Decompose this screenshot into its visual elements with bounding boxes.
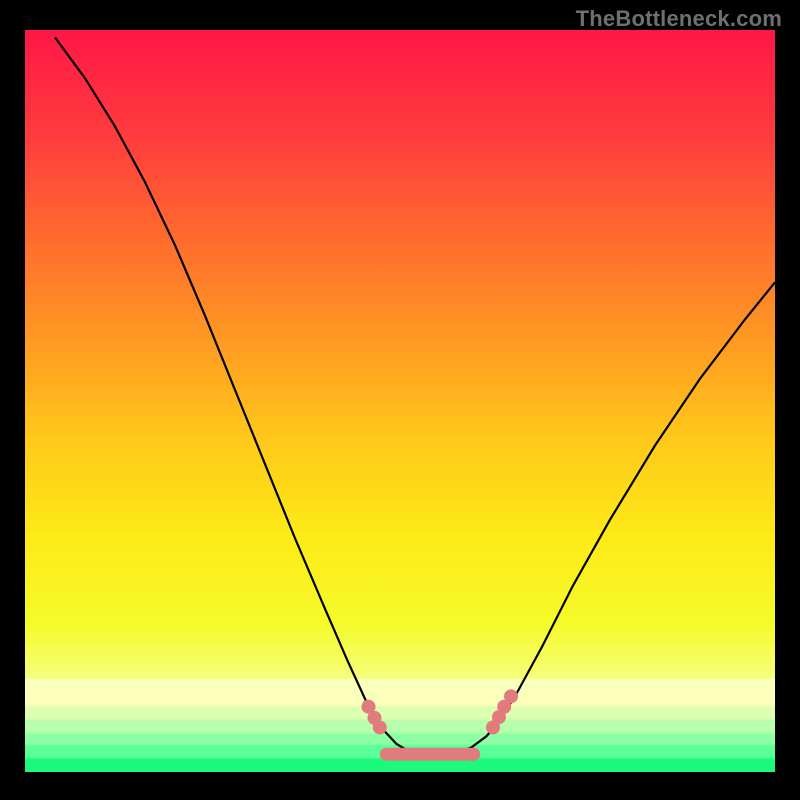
valley-floor-marker-bar bbox=[380, 748, 481, 761]
bottleneck-curve bbox=[55, 37, 775, 755]
curve-marker-dot bbox=[373, 720, 387, 734]
curve-marker-dots bbox=[362, 689, 519, 734]
watermark-text: TheBottleneck.com bbox=[576, 6, 782, 32]
chart-svg bbox=[25, 30, 775, 772]
curve-marker-dot bbox=[504, 689, 518, 703]
